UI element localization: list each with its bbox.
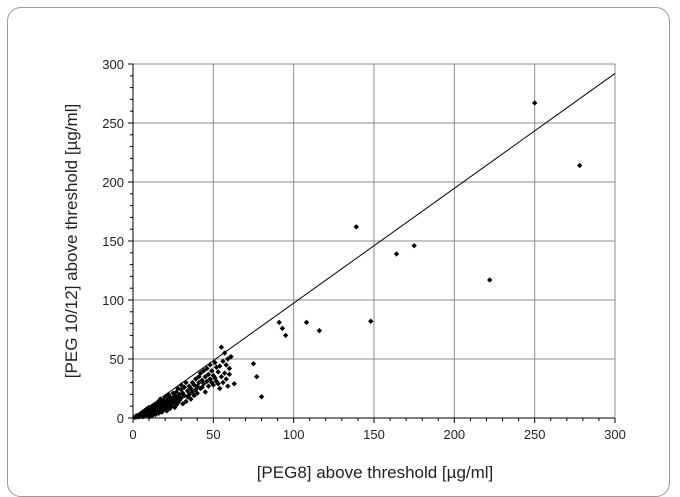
data-point bbox=[220, 379, 226, 386]
data-point bbox=[393, 251, 400, 257]
data-point bbox=[225, 356, 231, 362]
data-point bbox=[228, 353, 234, 360]
data-point bbox=[221, 370, 228, 376]
y-tick-label: 100 bbox=[102, 293, 124, 308]
data-point bbox=[183, 379, 189, 386]
data-point bbox=[191, 392, 197, 399]
data-point bbox=[183, 398, 189, 405]
data-point bbox=[531, 100, 538, 106]
y-tick-label: 0 bbox=[117, 411, 124, 426]
data-point bbox=[199, 377, 205, 383]
data-point bbox=[353, 224, 360, 230]
data-point bbox=[181, 384, 188, 391]
x-tick-label: 300 bbox=[604, 427, 626, 442]
x-axis-title: [PEG8] above threshold [µg/ml] bbox=[257, 463, 494, 482]
data-point bbox=[218, 344, 225, 350]
data-point bbox=[210, 382, 217, 388]
data-point bbox=[411, 243, 417, 249]
x-tick-label: 200 bbox=[443, 427, 465, 442]
data-point bbox=[486, 277, 493, 283]
data-point bbox=[136, 414, 143, 420]
data-point bbox=[186, 391, 192, 398]
data-point bbox=[215, 381, 221, 387]
data-point bbox=[162, 405, 168, 412]
data-point bbox=[180, 390, 186, 396]
data-point bbox=[204, 378, 210, 385]
data-point bbox=[200, 381, 207, 387]
data-point bbox=[576, 162, 583, 169]
data-point bbox=[316, 327, 323, 334]
data-point bbox=[215, 369, 221, 375]
data-point bbox=[202, 374, 208, 380]
data-point bbox=[217, 363, 223, 369]
data-point bbox=[368, 318, 374, 324]
data-point bbox=[188, 396, 194, 402]
data-point bbox=[202, 389, 208, 395]
data-point bbox=[197, 370, 204, 376]
axes bbox=[128, 63, 616, 423]
data-point bbox=[209, 368, 215, 374]
data-point bbox=[221, 350, 228, 356]
data-point bbox=[156, 405, 162, 412]
data-point bbox=[192, 376, 199, 382]
chart-frame bbox=[7, 7, 670, 497]
data-point bbox=[205, 383, 212, 389]
y-axis-title: [PEG 10/12] above threshold [µg/ml] bbox=[62, 104, 81, 378]
data-point bbox=[178, 382, 184, 388]
data-point bbox=[149, 412, 155, 419]
data-point bbox=[226, 365, 233, 372]
data-point bbox=[223, 376, 229, 382]
fit-line bbox=[132, 73, 616, 419]
data-point bbox=[200, 368, 207, 374]
data-point bbox=[303, 319, 310, 326]
x-tick-label: 100 bbox=[283, 427, 305, 442]
data-point bbox=[282, 332, 289, 339]
data-point bbox=[225, 383, 231, 389]
tick-labels: 0 50 100 150 200 250 300 0 50 100 150 200 250 300 bbox=[102, 57, 626, 442]
data-point bbox=[196, 379, 202, 386]
data-point bbox=[162, 394, 168, 400]
data-point bbox=[258, 394, 265, 400]
data-point bbox=[276, 319, 282, 326]
data-point bbox=[231, 381, 237, 387]
data-point bbox=[178, 395, 184, 401]
data-point bbox=[164, 408, 170, 414]
data-point bbox=[180, 401, 186, 407]
grid-lines bbox=[133, 63, 616, 418]
data-point bbox=[204, 365, 210, 372]
y-tick-label: 50 bbox=[110, 352, 124, 367]
data-point bbox=[220, 358, 226, 365]
data-point bbox=[175, 399, 181, 406]
data-point bbox=[205, 371, 212, 378]
y-tick-label: 250 bbox=[102, 116, 124, 131]
data-point bbox=[181, 392, 188, 399]
data-point bbox=[156, 410, 162, 416]
data-point bbox=[175, 385, 181, 392]
data-point bbox=[194, 390, 200, 396]
data-point bbox=[217, 385, 223, 392]
data-point bbox=[223, 362, 229, 368]
data-point bbox=[218, 374, 225, 380]
data-point bbox=[250, 361, 257, 367]
y-tick-label: 300 bbox=[102, 57, 124, 72]
y-tick-label: 200 bbox=[102, 175, 124, 190]
data-point bbox=[226, 371, 233, 378]
data-point bbox=[212, 359, 218, 366]
y-tick-label: 150 bbox=[102, 234, 124, 249]
fit-line-group bbox=[132, 73, 616, 419]
scatter-chart: 0 50 100 150 200 250 300 0 50 100 150 200 250 300 [PE… bbox=[62, 57, 626, 482]
data-point bbox=[194, 383, 200, 389]
x-tick-label: 250 bbox=[524, 427, 546, 442]
x-tick-label: 0 bbox=[129, 427, 136, 442]
data-point bbox=[254, 374, 260, 380]
x-tick-label: 150 bbox=[363, 427, 385, 442]
data-point bbox=[188, 385, 194, 392]
data-point bbox=[207, 362, 213, 368]
data-points bbox=[131, 100, 583, 421]
x-tick-label: 50 bbox=[206, 427, 220, 442]
data-point bbox=[199, 384, 205, 391]
data-point bbox=[279, 325, 286, 332]
